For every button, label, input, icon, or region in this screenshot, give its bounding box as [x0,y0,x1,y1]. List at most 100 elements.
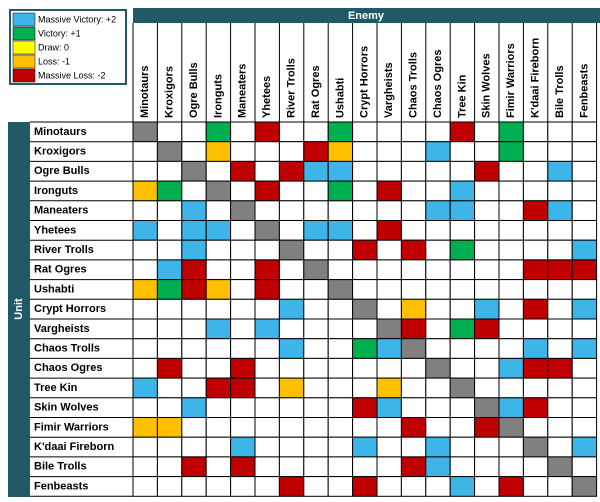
empty-cell [254,141,280,162]
empty-cell [303,436,329,458]
empty-cell [156,298,183,320]
cell [376,397,402,418]
empty-cell [205,239,232,261]
column-label: Rat Ogres [310,65,322,118]
row-label: Tree Kin [34,382,78,394]
empty-cell [498,180,524,202]
column-label: Maneaters [237,64,249,118]
cell [376,338,402,359]
empty-cell [425,220,451,241]
y-label-bar [8,122,30,497]
empty-cell [474,279,500,300]
cell [132,417,158,438]
empty-cell [400,476,427,497]
empty-cell [156,141,183,162]
empty-cell [498,279,524,300]
empty-cell [400,338,427,359]
cell [425,141,451,162]
empty-cell [498,318,524,340]
empty-cell [352,180,378,202]
empty-cell [278,141,305,162]
cell [205,377,232,399]
empty-cell [132,298,158,320]
empty-cell [547,298,573,320]
empty-cell [522,121,549,143]
empty-cell [376,357,402,379]
legend-label: Draw: 0 [38,42,69,52]
cell [156,417,183,438]
empty-cell [254,357,280,379]
cell [376,180,402,202]
cell [498,121,524,143]
empty-cell [303,338,329,359]
cell [327,141,354,162]
cell [132,180,158,202]
empty-cell [278,318,305,340]
cell [156,279,183,300]
cell [327,121,354,143]
cell [449,200,476,222]
legend-label: Massive Victory: +2 [38,14,116,24]
row-label: Ironguts [34,185,78,197]
empty-cell [156,239,183,261]
cell [522,259,549,281]
empty-cell [376,259,402,281]
cell [425,200,451,222]
empty-cell [181,121,207,143]
empty-cell [303,476,329,497]
empty-cell [425,357,451,379]
empty-cell [376,476,402,497]
empty-cell [352,377,378,399]
empty-cell [278,456,305,478]
row-label: Maneaters [34,205,88,217]
empty-cell [352,279,378,300]
cell [376,220,402,241]
cell [205,318,232,340]
cell [547,357,573,379]
empty-cell [449,397,476,418]
cell [522,200,549,222]
empty-cell [352,357,378,379]
empty-cell [156,397,183,418]
empty-cell [547,279,573,300]
cell [303,160,329,182]
empty-cell [425,476,451,497]
empty-cell [498,456,524,478]
empty-cell [254,220,280,241]
cell [498,141,524,162]
empty-cell [474,397,500,418]
cell [474,160,500,182]
empty-cell [425,259,451,281]
empty-cell [449,338,476,359]
empty-cell [205,338,232,359]
empty-cell [352,160,378,182]
empty-cell [498,417,524,438]
cell [278,160,305,182]
cell [181,200,207,222]
empty-cell [352,318,378,340]
empty-cell [156,476,183,497]
cell [327,220,354,241]
empty-cell [425,160,451,182]
empty-cell [205,160,232,182]
empty-cell [156,200,183,222]
empty-cell [547,436,573,458]
empty-cell [254,397,280,418]
empty-cell [498,436,524,458]
empty-cell [254,298,280,320]
cell [352,397,378,418]
empty-cell [352,417,378,438]
column-label: Fenbeasts [578,64,590,118]
empty-cell [352,456,378,478]
cell [400,298,427,320]
empty-cell [181,160,207,182]
cell [352,436,378,458]
empty-cell [230,279,256,300]
cell [400,456,427,478]
row-label: Rat Ogres [34,264,87,276]
cell [205,121,232,143]
empty-cell [205,180,232,202]
empty-cell [230,298,256,320]
row-label: Fenbeasts [34,480,88,492]
cell [181,220,207,241]
